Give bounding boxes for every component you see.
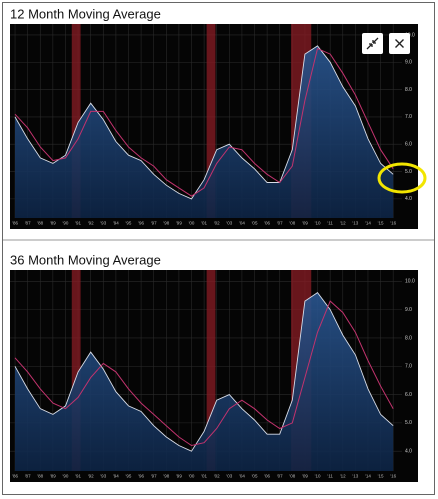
x-tick-label: '05 xyxy=(252,474,258,479)
x-tick-label: '08 xyxy=(289,474,295,479)
x-tick-label: '02 xyxy=(214,474,220,479)
recession-band xyxy=(206,24,216,218)
x-tick-label: '96 xyxy=(138,221,144,226)
x-tick-label: '07 xyxy=(277,221,283,226)
x-tick-label: '07 xyxy=(277,474,283,479)
x-tick-label: '96 xyxy=(138,474,144,479)
series-line xyxy=(14,47,394,197)
x-tick-label: '92 xyxy=(88,221,94,226)
x-tick-label: '09 xyxy=(302,474,308,479)
chart: 12 Month Moving Average '86 '87 '88 '89 '90 '9… xyxy=(10,6,418,229)
x-tick-label: '87 xyxy=(25,474,31,479)
x-tick-label: '92 xyxy=(88,474,94,479)
x-tick-label: '97 xyxy=(151,474,157,479)
x-tick-label: '14 xyxy=(365,474,371,479)
x-tick-label: '95 xyxy=(126,221,132,226)
x-tick-label: '93 xyxy=(100,221,106,226)
y-tick-label: 7.0 xyxy=(405,114,412,120)
x-tick-label: '16 xyxy=(390,474,396,479)
x-tick-label: '05 xyxy=(252,221,258,226)
x-tick-label: '88 xyxy=(37,474,43,479)
y-tick-label: 6.0 xyxy=(405,392,412,398)
x-tick-label: '86 xyxy=(12,474,18,479)
chart: 36 Month Moving Average '86 '87 '88 '89 '90 '9… xyxy=(10,252,418,482)
x-tick-label: '16 xyxy=(390,221,396,226)
collapse-icon xyxy=(366,37,379,50)
recession-band xyxy=(71,24,81,218)
x-tick-label: '09 xyxy=(302,221,308,226)
x-tick-label: '93 xyxy=(100,474,106,479)
y-tick-label: 5.0 xyxy=(405,169,412,175)
x-tick-label: '10 xyxy=(315,221,321,226)
x-tick-label: '89 xyxy=(50,474,56,479)
y-tick-label: 9.0 xyxy=(405,60,412,66)
x-tick-label: '12 xyxy=(340,221,346,226)
x-tick-label: '02 xyxy=(214,221,220,226)
x-tick-label: '91 xyxy=(75,474,81,479)
x-tick-label: '15 xyxy=(378,474,384,479)
x-tick-label: '04 xyxy=(239,221,245,226)
x-tick-label: '06 xyxy=(264,474,270,479)
area-fill xyxy=(15,292,394,471)
x-tick-label: '00 xyxy=(189,221,195,226)
collapse-button[interactable] xyxy=(362,33,383,54)
x-tick-label: '04 xyxy=(239,474,245,479)
x-tick-label: '03 xyxy=(226,474,232,479)
x-tick-label: '14 xyxy=(365,221,371,226)
y-tick-label: 8.0 xyxy=(405,87,412,93)
x-tick-label: '87 xyxy=(25,221,31,226)
x-tick-label: '98 xyxy=(163,221,169,226)
y-tick-label: 8.0 xyxy=(405,335,412,341)
x-tick-label: '10 xyxy=(315,474,321,479)
x-tick-label: '03 xyxy=(226,221,232,226)
x-tick-label: '15 xyxy=(378,221,384,226)
x-tick-label: '90 xyxy=(63,221,69,226)
x-tick-label: '99 xyxy=(176,221,182,226)
x-tick-label: '99 xyxy=(176,474,182,479)
x-tick-label: '90 xyxy=(63,474,69,479)
y-tick-label: 5.0 xyxy=(405,420,412,426)
x-tick-label: '89 xyxy=(50,221,56,226)
y-tick-label: 10.0 xyxy=(405,279,415,285)
x-tick-label: '08 xyxy=(289,221,295,226)
recession-band xyxy=(206,270,216,471)
y-tick-label: 4.0 xyxy=(405,449,412,455)
series-line xyxy=(14,291,394,452)
x-tick-label: '11 xyxy=(327,474,333,479)
chart-title: 36 Month Moving Average xyxy=(10,252,161,267)
x-tick-label: '11 xyxy=(327,221,333,226)
x-tick-label: '06 xyxy=(264,221,270,226)
x-tick-label: '94 xyxy=(113,474,119,479)
close-icon xyxy=(395,39,404,48)
y-tick-label: 9.0 xyxy=(405,307,412,313)
series-line xyxy=(14,45,394,200)
highlight-circle xyxy=(377,162,427,194)
chart-title: 12 Month Moving Average xyxy=(10,6,161,21)
y-tick-label: 4.0 xyxy=(405,196,412,202)
x-tick-label: '01 xyxy=(201,221,207,226)
x-tick-label: '97 xyxy=(151,221,157,226)
x-tick-label: '95 xyxy=(126,474,132,479)
x-tick-label: '00 xyxy=(189,474,195,479)
x-tick-label: '12 xyxy=(340,474,346,479)
x-tick-label: '01 xyxy=(201,474,207,479)
area-fill xyxy=(15,45,394,219)
x-tick-label: '88 xyxy=(37,221,43,226)
series-line xyxy=(14,300,394,447)
x-tick-label: '13 xyxy=(352,474,358,479)
x-tick-label: '13 xyxy=(352,221,358,226)
y-tick-label: 6.0 xyxy=(405,142,412,148)
x-tick-label: '86 xyxy=(12,221,18,226)
recession-band xyxy=(71,270,81,471)
x-tick-label: '98 xyxy=(163,474,169,479)
x-tick-label: '91 xyxy=(75,221,81,226)
x-tick-label: '94 xyxy=(113,221,119,226)
y-tick-label: 7.0 xyxy=(405,364,412,370)
toolbar xyxy=(362,33,410,54)
